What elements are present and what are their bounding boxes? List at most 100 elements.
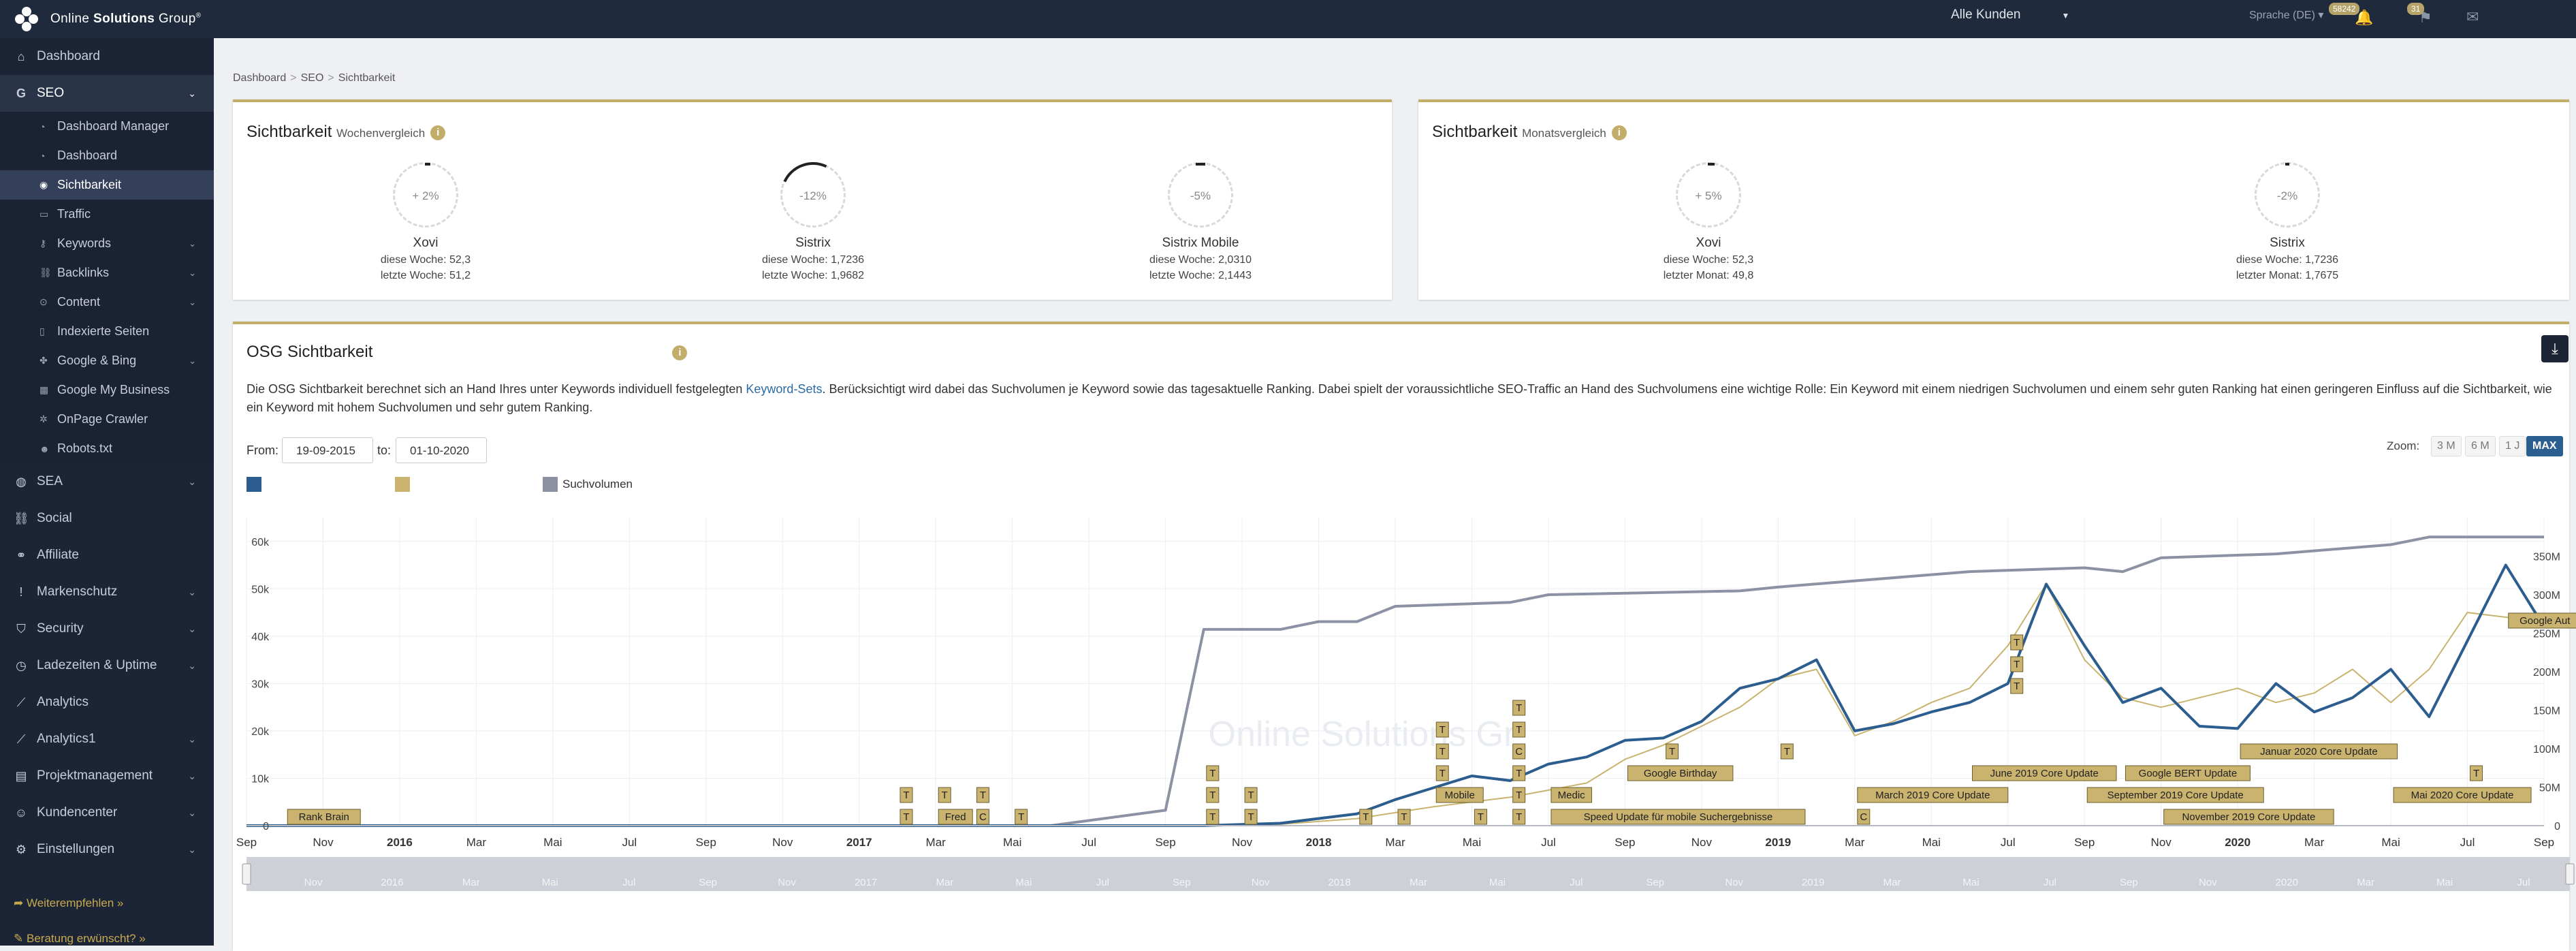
sub-item-traffic[interactable]: ▭ Traffic <box>39 207 91 221</box>
language-select[interactable]: Sprache (DE) ▾ <box>2249 10 2324 21</box>
chevron-down-icon: ⌄ <box>188 586 196 597</box>
chevron-down-icon: ⌄ <box>188 770 196 781</box>
zoom-3m-button[interactable]: 3 M <box>2431 436 2462 456</box>
consulting-link[interactable]: ✎ Beratung erwünscht? » <box>14 932 146 945</box>
sub-item-google-my-business[interactable]: ▦ Google My Business <box>39 383 170 396</box>
breadcrumb: Dashboard > SEO > Sichtbarkeit <box>233 72 396 84</box>
task-badge: 31 <box>2407 3 2425 15</box>
monthly-visibility-card: Sichtbarkeit Monatsvergleich i + 5% Xovi … <box>1418 99 2569 300</box>
exclamation-icon: ! <box>19 584 23 599</box>
sub-item-indexierte-seiten[interactable]: ▯ Indexierte Seiten <box>39 324 150 338</box>
car-icon: ▭ <box>39 208 49 219</box>
sidebar-item-einstellungen[interactable]: ⚙ Einstellungen ⌄ <box>0 831 214 868</box>
customer-select[interactable]: Alle Kunden ▼ <box>1951 7 2070 22</box>
legend-series-2-swatch[interactable] <box>395 477 410 492</box>
gear-icon: ⚙ <box>15 842 27 856</box>
chevron-down-icon: ⌄ <box>188 476 196 487</box>
legend-series-1-swatch[interactable] <box>247 477 261 492</box>
key-icon: ⚷ <box>39 238 47 249</box>
sidebar-item-sea[interactable]: ◍ SEA ⌄ <box>0 463 214 500</box>
eye-icon: ◉ <box>39 179 48 190</box>
legend-suchvolumen-label[interactable]: Suchvolumen <box>562 478 633 490</box>
brand-name: Online Solutions Group® <box>50 12 202 26</box>
sub-item-google-bing[interactable]: ✤ Google & Bing ⌄ <box>39 354 196 367</box>
shield-icon: ⛉ <box>16 621 26 636</box>
handshake-icon: ⚭ <box>16 548 27 562</box>
chevron-down-icon: ⌄ <box>189 267 196 278</box>
download-button[interactable]: ⤓ <box>2541 335 2569 362</box>
building-icon: ▦ <box>39 384 49 395</box>
info-icon[interactable]: i <box>672 345 688 360</box>
weekly-visibility-card: Sichtbarkeit Wochenvergleich i + 2% Xovi … <box>233 99 1392 300</box>
sidebar-item-security[interactable]: ⛉ Security ⌄ <box>0 610 214 647</box>
breadcrumb-seo[interactable]: SEO <box>300 72 324 84</box>
chart-line-icon: ⟋ <box>16 732 26 746</box>
weekly-card-title: Sichtbarkeit Wochenvergleich i <box>247 123 446 142</box>
sub-item-robots-txt[interactable]: ☻ Robots.txt <box>39 441 113 455</box>
osg-card-title: OSG Sichtbarkeit i <box>247 343 688 362</box>
users-icon: ☺ <box>14 805 28 820</box>
brand-logo[interactable]: Online Solutions Group® <box>14 4 201 34</box>
download-icon: ⤓ <box>2551 340 2558 357</box>
sidebar-item-analytics[interactable]: ⟋ Analytics <box>0 684 214 721</box>
sidebar-item-dashboard[interactable]: ⌂ Dashboard <box>0 38 214 75</box>
to-label: to: <box>377 443 392 457</box>
sidebar-item-kundencenter[interactable]: ☺ Kundencenter ⌄ <box>14 805 196 820</box>
sub-item-backlinks[interactable]: ⛓ Backlinks ⌄ <box>39 266 196 279</box>
chevron-down-icon: ⌄ <box>188 843 196 855</box>
chart-line-icon: ⟋ <box>16 695 26 709</box>
mail-icon[interactable]: ✉ <box>2466 8 2479 25</box>
chevron-down-icon: ⌄ <box>188 659 196 671</box>
gauge-xovi-weekly: + 2% Xovi diese Woche: 52,3 letzte Woche… <box>357 162 494 282</box>
from-label: From: <box>247 443 279 457</box>
sidebar-item-ladezeiten[interactable]: ◷ Ladezeiten & Uptime ⌄ <box>0 647 214 684</box>
home-icon: ⌂ <box>17 49 25 63</box>
sub-item-dashboard[interactable]: ◔ Dashboard <box>39 149 118 162</box>
info-icon[interactable]: i <box>1611 125 1627 140</box>
file-icon: ▯ <box>39 326 45 337</box>
sidebar-item-seo[interactable]: G SEO ⌄ <box>0 75 214 112</box>
breadcrumb-sichtbarkeit: Sichtbarkeit <box>338 72 396 84</box>
puzzle-icon: ✤ <box>39 355 48 366</box>
seo-submenu: ◔ Dashboard Manager ◔ Dashboard ◉ Sichtbark… <box>0 112 214 463</box>
zoom-max-button[interactable]: MAX <box>2526 436 2563 456</box>
sidebar-item-social[interactable]: ⛓ Social <box>14 511 72 525</box>
sub-item-keywords[interactable]: ⚷ Keywords ⌄ <box>39 236 196 250</box>
osg-description: Die OSG Sichtbarkeit berechnet sich an H… <box>247 382 2552 414</box>
keyword-sets-link[interactable]: Keyword-Sets <box>746 382 823 396</box>
recommend-link[interactable]: ➦ Weiterempfehlen » <box>14 897 124 909</box>
zoom-6m-button[interactable]: 6 M <box>2465 436 2496 456</box>
link-icon: ⛓ <box>39 267 52 278</box>
sidebar: ⌂ Dashboard G SEO ⌄ ◔ Dashboard Manager ◔ Da… <box>0 38 214 946</box>
sub-item-onpage-crawler[interactable]: ✲ OnPage Crawler <box>39 412 148 426</box>
chevron-down-icon: ⌄ <box>189 238 196 249</box>
chevron-down-icon: ⌄ <box>188 87 196 99</box>
to-date-input[interactable]: 01-10-2020 <box>396 437 487 463</box>
gauge-xovi-monthly: + 5% Xovi diese Woche: 52,3 letzter Mona… <box>1640 162 1777 282</box>
sidebar-item-analytics1[interactable]: ⟋ Analytics1 ⌄ <box>0 721 214 758</box>
gauge-sistrix-weekly: -12% Sistrix diese Woche: 1,7236 letzte … <box>745 153 881 282</box>
logo-icon <box>14 5 41 33</box>
sub-item-sichtbarkeit[interactable]: ◉ Sichtbarkeit <box>0 170 214 200</box>
sidebar-item-affiliate[interactable]: ⚭ Affiliate <box>0 537 214 574</box>
zoom-label: Zoom: <box>2387 439 2420 452</box>
dashboard-icon: ◔ <box>39 150 46 161</box>
breadcrumb-dashboard[interactable]: Dashboard <box>233 72 287 84</box>
notification-badge: 58242 <box>2329 3 2360 15</box>
from-date-input[interactable]: 19-09-2015 <box>282 437 373 463</box>
info-icon[interactable]: i <box>430 125 446 140</box>
chevron-down-icon: ⌄ <box>189 355 196 366</box>
globe-icon: ◍ <box>16 474 27 488</box>
sub-item-content[interactable]: ⊙ Content ⌄ <box>39 295 196 309</box>
caret-down-icon: ▼ <box>2061 11 2070 20</box>
zoom-1j-button[interactable]: 1 J <box>2499 436 2526 456</box>
sidebar-item-markenschutz[interactable]: ! Markenschutz ⌄ <box>0 574 214 610</box>
top-navbar: Online Solutions Group® Alle Kunden ▼ Spr… <box>0 0 2576 38</box>
legend-suchvolumen-swatch[interactable] <box>543 477 558 492</box>
share-icon: ➦ <box>14 897 24 909</box>
sidebar-item-projektmanagement[interactable]: ▤ Projektmanagement ⌄ <box>0 758 214 794</box>
wrench-icon: ✎ <box>14 932 24 945</box>
gauge-sistrix-monthly: -2% Sistrix diese Woche: 1,7236 letzter … <box>2219 162 2355 282</box>
monthly-card-title: Sichtbarkeit Monatsvergleich i <box>1432 123 1627 142</box>
sub-item-dashboard-manager[interactable]: ◔ Dashboard Manager <box>39 119 170 133</box>
